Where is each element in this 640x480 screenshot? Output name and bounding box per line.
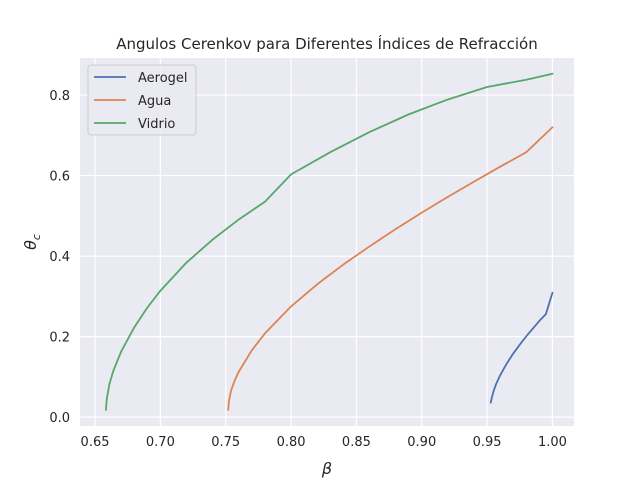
- y-tick-label: 0.4: [49, 250, 70, 265]
- series-layer: [104, 72, 554, 411]
- y-axis-label: θc: [21, 234, 43, 250]
- x-tick-label: 0.70: [146, 435, 175, 450]
- y-tick-labels: 0.0 0.2 0.4 0.6 0.8: [49, 89, 70, 426]
- legend-label-vidrio: Vidrio: [138, 117, 175, 132]
- x-tick-label: 0.95: [473, 435, 502, 450]
- legend-label-agua: Agua: [138, 94, 171, 109]
- series-line-vidrio: [104, 72, 554, 411]
- x-tick-label: 0.90: [407, 435, 436, 450]
- y-axis-label-sub: c: [30, 234, 43, 240]
- y-tick-label: 0.8: [49, 89, 70, 104]
- y-tick-label: 0.6: [49, 170, 70, 185]
- x-tick-labels: 0.65 0.70 0.75 0.80 0.85 0.90 0.95 1.00: [81, 435, 567, 450]
- legend: Aerogel Agua Vidrio: [87, 64, 197, 136]
- grid: [80, 58, 574, 426]
- series-line-aerogel: [489, 291, 554, 404]
- x-tick-label: 0.75: [211, 435, 240, 450]
- x-axis-label: β: [321, 459, 332, 478]
- legend-box: [87, 64, 197, 136]
- chart-title: Angulos Cerenkov para Diferentes Índices…: [116, 34, 537, 53]
- series-line-agua: [227, 126, 554, 411]
- y-tick-label: 0.0: [49, 411, 70, 426]
- x-tick-label: 0.65: [81, 435, 110, 450]
- y-tick-label: 0.2: [49, 331, 70, 346]
- legend-label-aerogel: Aerogel: [138, 71, 188, 86]
- x-tick-label: 1.00: [538, 435, 567, 450]
- x-tick-label: 0.85: [342, 435, 371, 450]
- x-tick-label: 0.80: [277, 435, 306, 450]
- y-axis-label-main: θ: [21, 240, 40, 250]
